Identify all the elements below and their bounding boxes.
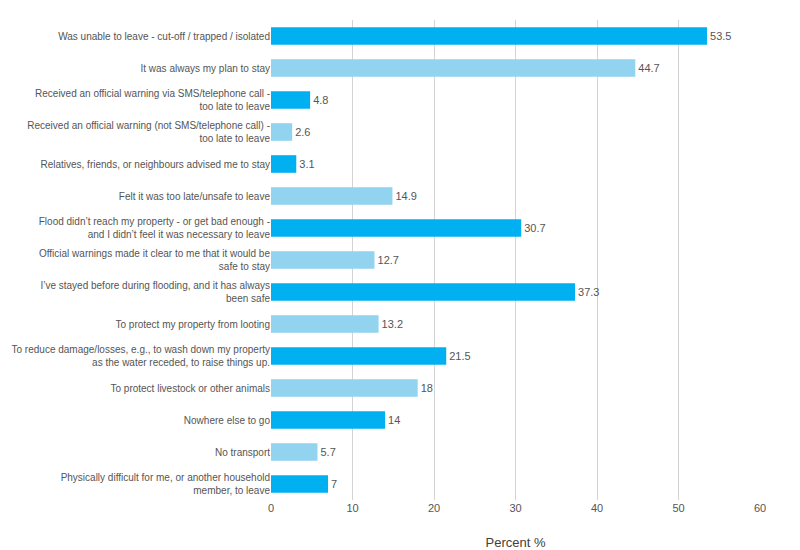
svg-text:Nowhere else to go: Nowhere else to go — [184, 415, 271, 426]
svg-text:30.7: 30.7 — [524, 222, 545, 234]
svg-text:7: 7 — [331, 478, 337, 490]
svg-text:3.1: 3.1 — [299, 158, 314, 170]
svg-text:It was always my plan to stay: It was always my plan to stay — [141, 63, 271, 74]
svg-text:Was unable to leave - cut-off: Was unable to leave - cut-off / trapped … — [58, 31, 270, 42]
svg-text:37.3: 37.3 — [578, 286, 599, 298]
svg-text:To protect livestock or other: To protect livestock or other animals — [110, 383, 270, 394]
svg-text:4.8: 4.8 — [313, 94, 328, 106]
svg-text:40: 40 — [591, 502, 603, 514]
svg-text:Received an official warning v: Received an official warning via SMS/tel… — [35, 88, 270, 112]
svg-text:20: 20 — [428, 502, 440, 514]
svg-text:Percent %: Percent % — [486, 535, 546, 550]
svg-text:5.7: 5.7 — [320, 446, 335, 458]
svg-text:2.6: 2.6 — [295, 126, 310, 138]
svg-text:60: 60 — [754, 502, 766, 514]
svg-text:14.9: 14.9 — [395, 190, 416, 202]
svg-text:13.2: 13.2 — [382, 318, 403, 330]
svg-text:Relatives, friends, or neighbo: Relatives, friends, or neighbours advise… — [40, 159, 270, 170]
svg-text:Physically difficult for me, o: Physically difficult for me, or another … — [61, 472, 271, 496]
svg-text:No transport: No transport — [215, 447, 270, 458]
svg-text:0: 0 — [268, 502, 274, 514]
svg-text:21.5: 21.5 — [449, 350, 470, 362]
svg-text:50: 50 — [672, 502, 684, 514]
svg-text:18: 18 — [421, 382, 433, 394]
svg-text:30: 30 — [509, 502, 521, 514]
svg-text:Official warnings made it clea: Official warnings made it clear to me th… — [39, 248, 270, 272]
svg-text:To protect my property from lo: To protect my property from looting — [115, 319, 270, 330]
svg-text:Received an official warning (: Received an official warning (not SMS/te… — [27, 120, 270, 144]
svg-text:53.5: 53.5 — [710, 30, 731, 42]
svg-text:To reduce damage/losses, e.g.,: To reduce damage/losses, e.g., to wash d… — [12, 344, 270, 368]
svg-text:12.7: 12.7 — [378, 254, 399, 266]
svg-text:I’ve stayed before during floo: I’ve stayed before during flooding, and … — [40, 280, 270, 304]
svg-text:44.7: 44.7 — [638, 62, 659, 74]
svg-text:Flood didn’t reach my property: Flood didn’t reach my property - or get … — [39, 216, 271, 240]
svg-text:14: 14 — [388, 414, 400, 426]
svg-text:10: 10 — [346, 502, 358, 514]
svg-text:Felt it was too late/unsafe to: Felt it was too late/unsafe to leave — [119, 191, 271, 202]
